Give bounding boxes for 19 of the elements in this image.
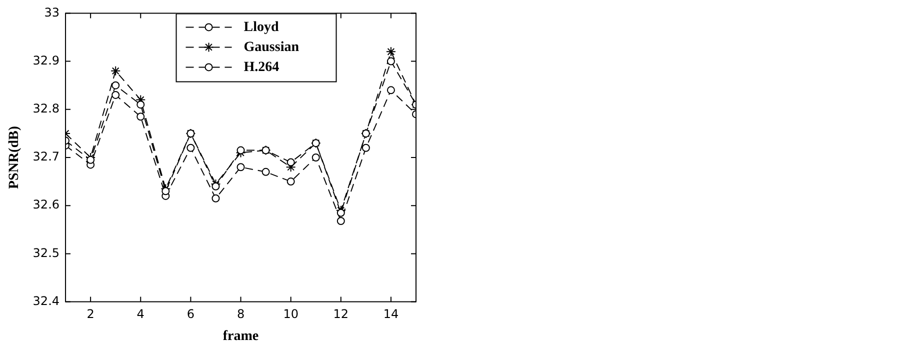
legend-label: H.264 [244, 60, 280, 75]
x-tick-label: 2 [86, 307, 94, 322]
legend-label: Gaussian [244, 40, 300, 55]
x-tick-label: 14 [383, 307, 399, 322]
y-tick-label: 32.8 [32, 102, 60, 116]
x-tick-label: 12 [333, 307, 349, 322]
legend-label: Lloyd [244, 20, 279, 35]
x-tick-label: 6 [186, 307, 195, 322]
y-tick-label: 32.7 [32, 150, 60, 164]
y-tick-label: 32.4 [32, 294, 60, 308]
y-axis-title: PSNR(dB) [7, 126, 22, 190]
x-tick-label: 10 [283, 307, 298, 322]
y-tick-label: 32.5 [32, 246, 60, 260]
y-tick-label: 32.9 [32, 53, 60, 68]
x-axis-title: frame [222, 329, 259, 344]
y-tick-label: 32.6 [32, 198, 60, 212]
y-tick-label: 33 [44, 5, 60, 20]
x-tick-label: 4 [136, 307, 144, 322]
x-tick-label: 8 [236, 307, 245, 322]
